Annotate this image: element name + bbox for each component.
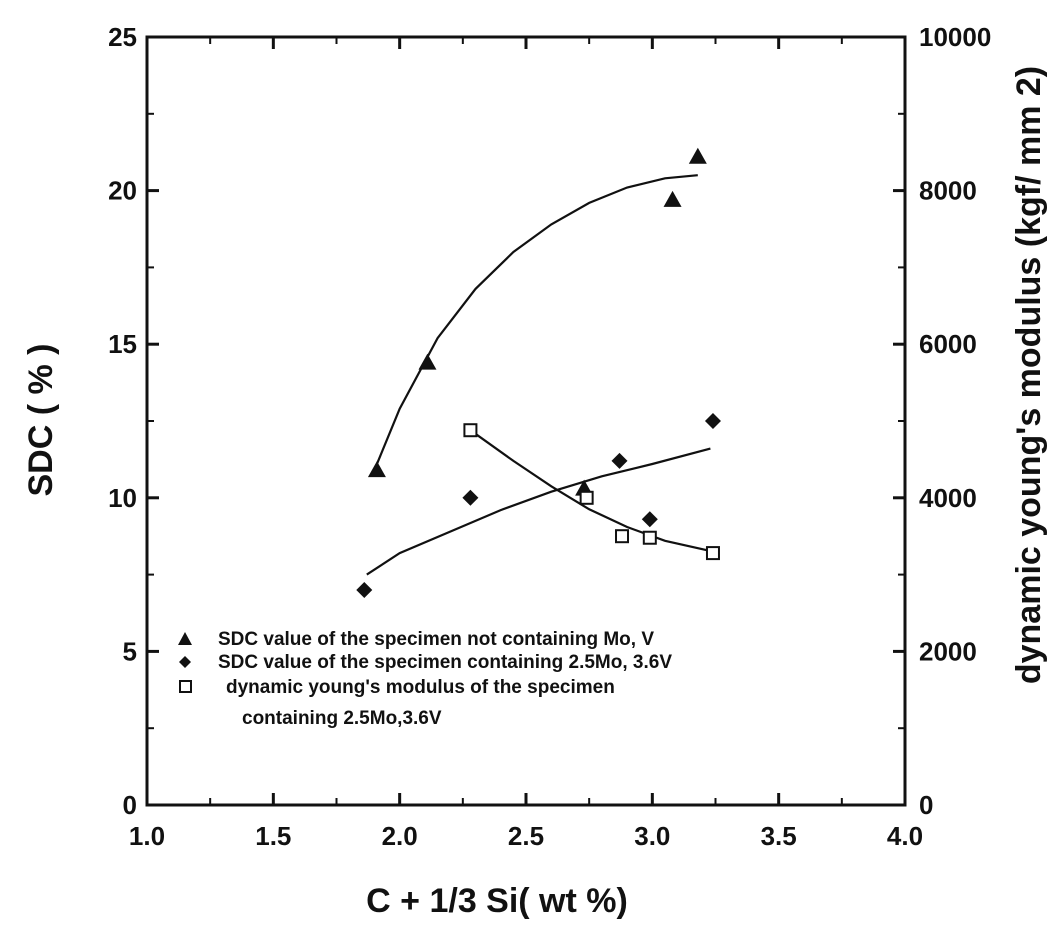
y-left-axis-label: SDC ( % ): [22, 344, 60, 497]
y-right-ticks: 0 2000 4000 6000 8000 10000: [893, 22, 991, 820]
triangle-point: [418, 353, 437, 370]
x-axis-label: C + 1/3 Si( wt %): [366, 882, 628, 920]
x-tick-label: 2.5: [508, 821, 544, 851]
square-point: [615, 529, 630, 544]
y-left-tick-label: 10: [108, 483, 137, 513]
diamond-point: [462, 489, 479, 506]
y-left-tick-label: 5: [123, 636, 137, 666]
x-ticks: 1.0 1.5 2.0 2.5 3.0 3.5 4.0: [129, 37, 923, 851]
legend-triangle-icon: [178, 632, 192, 645]
y-right-tick-label: 10000: [919, 22, 991, 52]
y-left-tick-label: 20: [108, 176, 137, 206]
square-point: [705, 546, 720, 561]
y-right-tick-label: 2000: [919, 636, 977, 666]
legend-entry-2: SDC value of the specimen containing 2.5…: [218, 652, 672, 673]
y-right-axis-label: dynamic young's modulus (kgf/ mm 2): [1010, 66, 1048, 684]
y-left-tick-label: 15: [108, 329, 137, 359]
triangle-point: [688, 147, 707, 164]
y-right-tick-label: 8000: [919, 176, 977, 206]
legend-square-icon: [179, 680, 192, 693]
data-marks: [356, 147, 721, 598]
diamond-point: [641, 511, 658, 528]
x-tick-label: 1.0: [129, 821, 165, 851]
y-left-tick-label: 25: [108, 22, 137, 52]
square-point: [463, 423, 478, 438]
trend-line-series-2: [366, 447, 711, 576]
legend-entry-1: SDC value of the specimen not containing…: [218, 629, 654, 650]
x-tick-label: 3.0: [634, 821, 670, 851]
y-left-tick-label: 0: [123, 790, 137, 820]
legend-entry-3: dynamic young's modulus of the specimen: [226, 677, 615, 698]
legend-entry-3b: containing 2.5Mo,3.6V: [242, 708, 442, 729]
legend-diamond-icon: [179, 656, 191, 668]
square-point: [642, 530, 657, 545]
y-right-tick-label: 6000: [919, 329, 977, 359]
square-point: [579, 490, 594, 505]
y-right-tick-label: 4000: [919, 483, 977, 513]
trend-line-series-1: [373, 174, 698, 471]
diamond-point: [356, 581, 373, 598]
diamond-point: [611, 452, 628, 469]
x-tick-label: 4.0: [887, 821, 923, 851]
diamond-point: [704, 413, 721, 429]
y-right-tick-label: 0: [919, 790, 933, 820]
x-tick-label: 1.5: [255, 821, 291, 851]
legend: SDC value of the specimen not containing…: [178, 629, 672, 729]
y-left-ticks: 0 5 10 15 20 25: [108, 22, 159, 820]
x-tick-label: 2.0: [382, 821, 418, 851]
trend-line-series-3: [469, 429, 714, 553]
triangle-point: [663, 190, 682, 207]
triangle-point: [367, 461, 386, 478]
x-tick-label: 3.5: [761, 821, 797, 851]
trend-lines: [366, 174, 714, 576]
